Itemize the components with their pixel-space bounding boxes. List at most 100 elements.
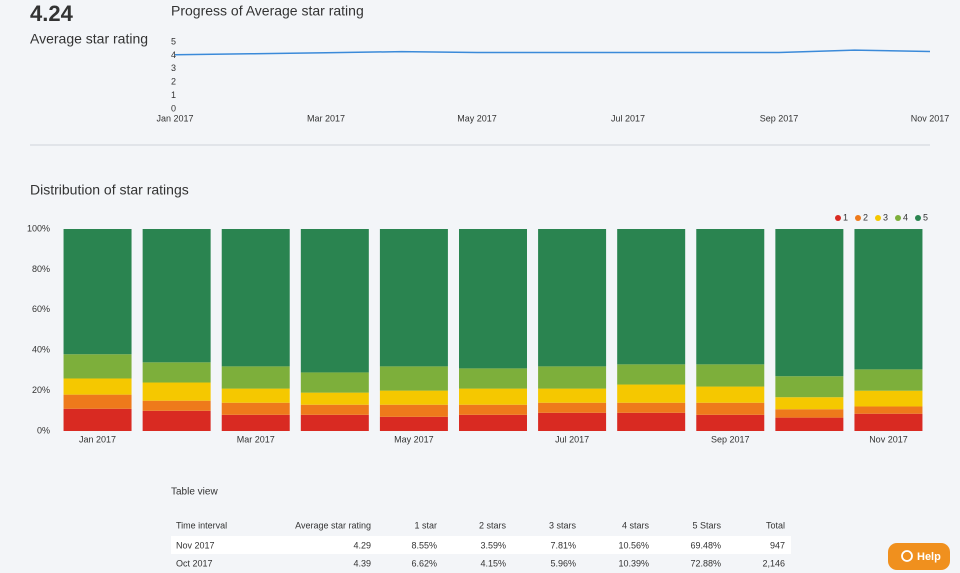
bar-segment: [696, 229, 765, 365]
bar-segment: [538, 366, 607, 389]
bar-segment: [696, 386, 765, 403]
table-cell: 8.55%: [411, 540, 437, 550]
bar-segment: [459, 368, 527, 389]
legend-label: 4: [903, 212, 908, 222]
bar-segment: [379, 366, 448, 391]
bar-segment: [300, 372, 369, 393]
legend-dot: [915, 215, 921, 221]
bar-segment: [617, 364, 686, 385]
bar-segment: [379, 229, 448, 367]
table-cell: 72.88%: [690, 558, 721, 568]
bar-segment: [775, 409, 844, 418]
legend-label: 2: [863, 212, 868, 222]
table-cell: Nov 2017: [176, 540, 215, 550]
bar-segment: [63, 229, 132, 355]
bar-segment: [538, 412, 607, 431]
bar-segment: [300, 404, 369, 415]
table-header: 3 stars: [549, 520, 577, 530]
bar-segment: [221, 414, 290, 431]
table-cell: 10.56%: [618, 540, 649, 550]
bar-segment: [221, 402, 290, 415]
bar-segment: [379, 404, 448, 417]
legend-dot: [875, 215, 881, 221]
bar-segment: [696, 364, 765, 387]
bar-segment: [854, 229, 923, 370]
bar-segment: [538, 388, 607, 403]
table-cell: 4.29: [353, 540, 371, 550]
bar-segment: [459, 229, 527, 369]
bar-segment: [538, 402, 607, 413]
y-tick-label: 0%: [37, 425, 50, 435]
legend-dot: [855, 215, 861, 221]
y-tick-label: 100%: [27, 223, 50, 233]
bar-segment: [221, 366, 290, 389]
bar-segment: [221, 388, 290, 403]
legend-label: 5: [923, 212, 928, 222]
y-tick-label: 5: [171, 36, 176, 46]
bar-segment: [221, 229, 290, 367]
bar-segment: [854, 406, 923, 414]
bar-segment: [63, 378, 132, 395]
bar-segment: [854, 369, 923, 391]
bar-segment: [696, 414, 765, 431]
bar-segment: [142, 362, 211, 383]
bar-segment: [854, 413, 923, 431]
bar-segment: [300, 414, 369, 431]
x-tick-label: Mar 2017: [237, 434, 275, 444]
table-header: 4 stars: [622, 520, 650, 530]
bar-segment: [617, 412, 686, 431]
table-cell: 4.15%: [480, 558, 506, 568]
x-tick-label: Nov 2017: [869, 434, 908, 444]
table-header: 5 Stars: [692, 520, 721, 530]
bar-segment: [459, 388, 527, 405]
bar-segment: [854, 390, 923, 407]
summary-value: 4.24: [30, 1, 74, 26]
table-cell: 6.62%: [411, 558, 437, 568]
summary-label: Average star rating: [30, 31, 148, 47]
legend-label: 1: [843, 212, 848, 222]
table-cell: 69.48%: [690, 540, 721, 550]
y-tick-label: 3: [171, 63, 176, 73]
bar-segment: [617, 384, 686, 403]
table-cell: 10.39%: [618, 558, 649, 568]
x-tick-label: Jul 2017: [555, 434, 589, 444]
x-tick-label: Jan 2017: [156, 113, 193, 123]
bar-segment: [617, 229, 686, 365]
bar-segment: [63, 408, 132, 431]
table-header: Total: [766, 520, 785, 530]
bar-segment: [379, 416, 448, 431]
table-header: Average star rating: [295, 520, 371, 530]
x-tick-label: May 2017: [394, 434, 434, 444]
table-row-bg: [171, 536, 791, 554]
bar-segment: [459, 414, 527, 431]
help-bg[interactable]: [888, 543, 950, 570]
help-button[interactable]: Help: [888, 543, 950, 570]
legend-dot: [835, 215, 841, 221]
table-header: Time interval: [176, 520, 227, 530]
table-cell: 4.39: [353, 558, 371, 568]
x-tick-label: Nov 2017: [911, 113, 950, 123]
bar-segment: [142, 400, 211, 411]
y-tick-label: 4: [171, 50, 176, 60]
x-tick-label: Sep 2017: [760, 113, 799, 123]
table-header: 2 stars: [479, 520, 507, 530]
bar-segment: [775, 417, 844, 431]
table-cell: 2,146: [762, 558, 785, 568]
table-row-bg: [171, 554, 791, 572]
bar-segment: [300, 392, 369, 405]
bar-segment: [63, 354, 132, 379]
x-tick-label: Jul 2017: [611, 113, 645, 123]
help-icon: [901, 550, 913, 562]
y-tick-label: 20%: [32, 385, 50, 395]
table-cell: 7.81%: [550, 540, 576, 550]
table-title: Table view: [171, 487, 218, 498]
table-cell: 5.96%: [550, 558, 576, 568]
bar-segment: [142, 229, 211, 363]
help-text[interactable]: Help: [917, 551, 941, 563]
table-cell: 947: [770, 540, 785, 550]
y-tick-label: 40%: [32, 345, 50, 355]
y-tick-label: 1: [171, 90, 176, 100]
bar-segment: [775, 229, 844, 377]
bar-title: Distribution of star ratings: [30, 182, 189, 198]
